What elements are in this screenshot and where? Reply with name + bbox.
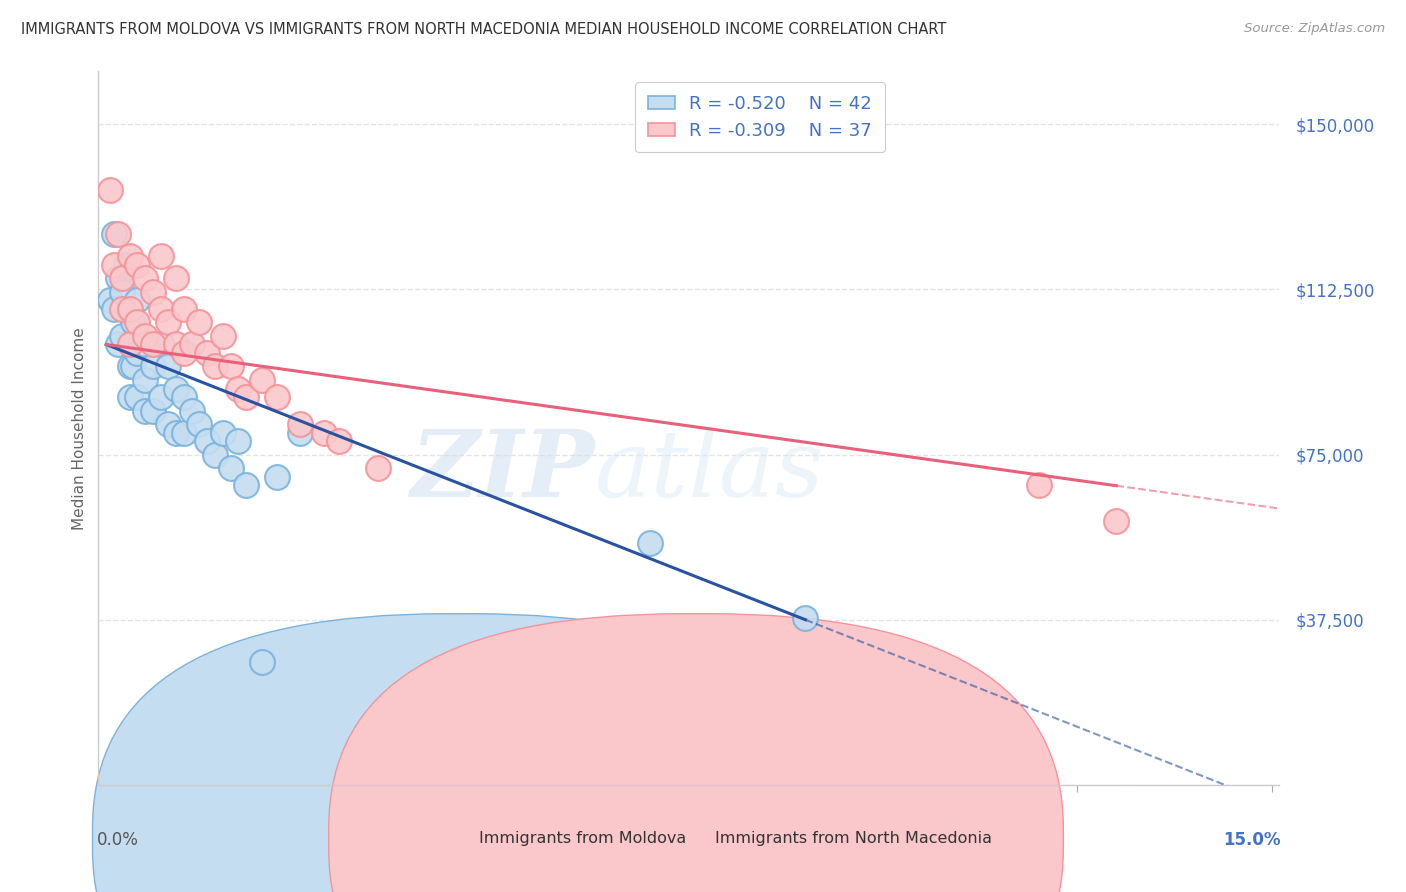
Point bbox=[118, 390, 141, 404]
Point bbox=[290, 425, 312, 440]
Point bbox=[226, 434, 249, 449]
Text: Immigrants from North Macedonia: Immigrants from North Macedonia bbox=[714, 831, 991, 846]
Y-axis label: Median Household Income: Median Household Income bbox=[72, 326, 87, 530]
Point bbox=[173, 346, 195, 360]
Point bbox=[118, 337, 141, 351]
Point bbox=[211, 425, 233, 440]
Point bbox=[127, 315, 149, 329]
Text: Immigrants from Moldova: Immigrants from Moldova bbox=[478, 831, 686, 846]
Legend: R = -0.520    N = 42, R = -0.309    N = 37: R = -0.520 N = 42, R = -0.309 N = 37 bbox=[636, 82, 884, 153]
Point bbox=[235, 390, 257, 404]
Point bbox=[312, 425, 335, 440]
Point bbox=[235, 478, 257, 492]
Point bbox=[165, 382, 187, 396]
Text: 0.0%: 0.0% bbox=[97, 831, 139, 849]
Point bbox=[118, 359, 141, 374]
Point bbox=[226, 382, 249, 396]
Point bbox=[195, 434, 218, 449]
Point bbox=[111, 285, 134, 299]
Point bbox=[180, 403, 202, 417]
Point bbox=[127, 346, 149, 360]
Point bbox=[149, 302, 172, 317]
Point bbox=[134, 328, 156, 343]
Point bbox=[134, 271, 156, 285]
Text: 15.0%: 15.0% bbox=[1223, 831, 1281, 849]
Point bbox=[142, 359, 165, 374]
Point bbox=[188, 417, 211, 431]
Point bbox=[149, 390, 172, 404]
Point bbox=[118, 302, 141, 317]
Point bbox=[266, 390, 288, 404]
Point bbox=[1028, 478, 1050, 492]
Point bbox=[173, 425, 195, 440]
Point bbox=[118, 302, 141, 317]
Point bbox=[638, 535, 661, 549]
Point bbox=[250, 655, 273, 669]
Point bbox=[195, 346, 218, 360]
Point bbox=[204, 448, 226, 462]
Point bbox=[118, 249, 141, 263]
Point bbox=[98, 293, 121, 308]
Point bbox=[111, 302, 134, 317]
Point bbox=[103, 227, 125, 242]
Point bbox=[204, 359, 226, 374]
Point bbox=[122, 359, 145, 374]
Point bbox=[173, 390, 195, 404]
Point bbox=[107, 337, 129, 351]
Point bbox=[111, 328, 134, 343]
Point bbox=[794, 610, 817, 624]
Point bbox=[127, 258, 149, 272]
Point bbox=[219, 460, 242, 475]
Point bbox=[157, 315, 180, 329]
Text: ZIP: ZIP bbox=[411, 426, 595, 516]
Point bbox=[165, 337, 187, 351]
Point bbox=[165, 271, 187, 285]
Point bbox=[180, 337, 202, 351]
Point bbox=[157, 359, 180, 374]
Point bbox=[219, 359, 242, 374]
FancyBboxPatch shape bbox=[93, 614, 827, 892]
Point bbox=[1105, 514, 1128, 528]
Point bbox=[134, 403, 156, 417]
Point bbox=[107, 271, 129, 285]
Point bbox=[367, 460, 389, 475]
Point bbox=[173, 302, 195, 317]
FancyBboxPatch shape bbox=[329, 614, 1063, 892]
Point bbox=[98, 183, 121, 197]
Point bbox=[328, 434, 350, 449]
Point bbox=[142, 403, 165, 417]
Point bbox=[122, 315, 145, 329]
Point bbox=[127, 293, 149, 308]
Point bbox=[107, 227, 129, 242]
Point bbox=[188, 315, 211, 329]
Point bbox=[134, 337, 156, 351]
Point bbox=[149, 337, 172, 351]
Point bbox=[103, 302, 125, 317]
Point bbox=[266, 469, 288, 483]
Point bbox=[114, 258, 136, 272]
Point bbox=[157, 417, 180, 431]
Point bbox=[142, 337, 165, 351]
Point bbox=[103, 258, 125, 272]
Point bbox=[134, 373, 156, 387]
Point bbox=[111, 271, 134, 285]
Point bbox=[250, 373, 273, 387]
Point bbox=[211, 328, 233, 343]
Point bbox=[290, 417, 312, 431]
Point bbox=[165, 425, 187, 440]
Text: atlas: atlas bbox=[595, 426, 824, 516]
Text: IMMIGRANTS FROM MOLDOVA VS IMMIGRANTS FROM NORTH MACEDONIA MEDIAN HOUSEHOLD INCO: IMMIGRANTS FROM MOLDOVA VS IMMIGRANTS FR… bbox=[21, 22, 946, 37]
Point bbox=[149, 249, 172, 263]
Point bbox=[142, 285, 165, 299]
Point bbox=[127, 390, 149, 404]
Text: Source: ZipAtlas.com: Source: ZipAtlas.com bbox=[1244, 22, 1385, 36]
